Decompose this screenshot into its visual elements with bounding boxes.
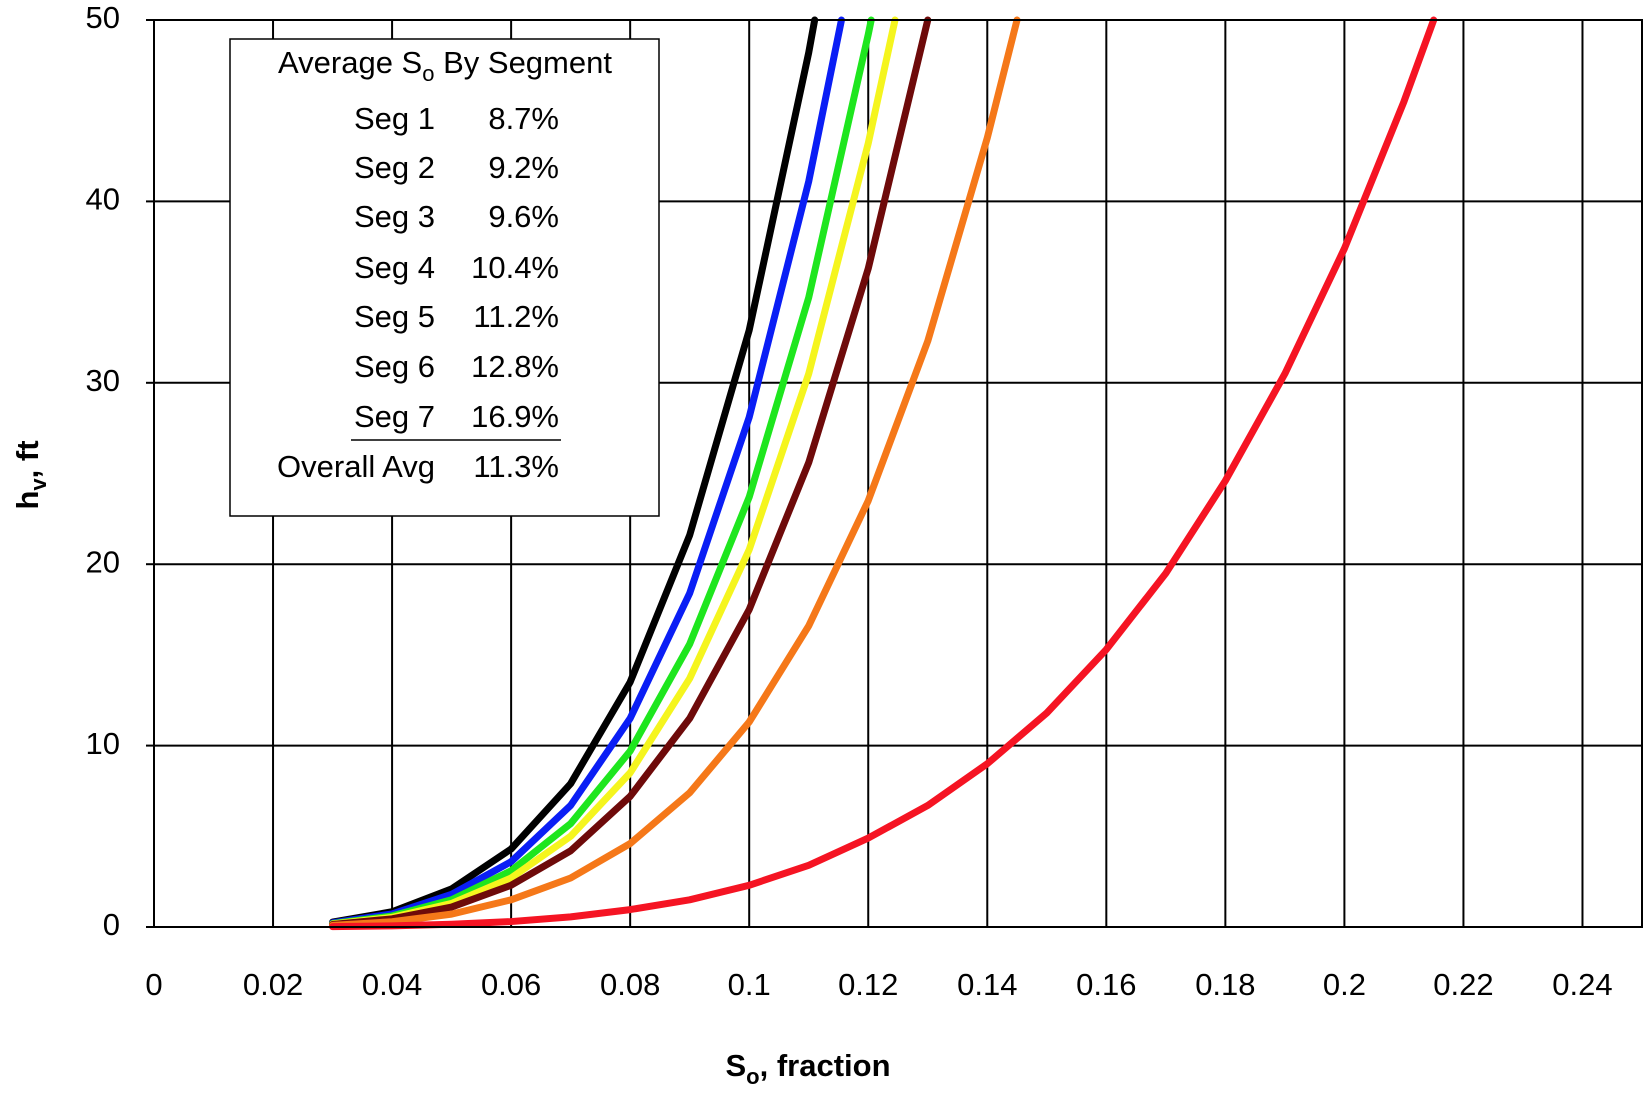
y-axis-title-sub: v	[26, 478, 51, 491]
annotation-title-rest: By Segment	[434, 45, 612, 80]
x-tick-label: 0.24	[1552, 967, 1612, 1002]
y-tick-label: 40	[86, 182, 120, 217]
annotation-title: Average So By Segment	[278, 45, 612, 86]
x-tick-label: 0.12	[838, 967, 898, 1002]
x-tick-label: 0.02	[243, 967, 303, 1002]
x-tick-label: 0.06	[481, 967, 541, 1002]
ticks: 0 0.02 0.04 0.06 0.08 0.1 0.12 0.14 0.16 0.18 0.2 0…	[86, 0, 1613, 1002]
curve	[329, 16, 819, 926]
y-axis-title: hv, ft	[10, 440, 51, 509]
segment-label: Seg 7	[354, 399, 435, 434]
segment-value: 16.9%	[471, 399, 559, 434]
segment-value: 10.4%	[471, 250, 559, 285]
x-tick-label: 0.1	[728, 967, 771, 1002]
segment-label: Seg 5	[354, 299, 435, 334]
overall-value: 11.3%	[473, 449, 559, 484]
segment-label: Seg 4	[354, 250, 435, 285]
curve	[329, 16, 845, 927]
annotation-box-frame	[229, 38, 660, 517]
x-tick-label: 0.04	[362, 967, 422, 1002]
x-axis-title: So, fraction	[725, 1048, 890, 1089]
x-tick-label: 0	[145, 967, 162, 1002]
annotation-title-sub: o	[422, 61, 434, 86]
segment-value: 8.7%	[488, 101, 559, 136]
segment-label: Seg 3	[354, 199, 435, 234]
x-tick-label: 0.16	[1076, 967, 1136, 1002]
y-tick-label: 30	[86, 363, 120, 398]
segment-value: 12.8%	[471, 349, 559, 384]
segment-value: 9.2%	[488, 150, 559, 185]
plot-frame	[153, 19, 1643, 928]
x-axis-title-main: S	[725, 1048, 746, 1083]
segment-label: Seg 1	[354, 101, 435, 136]
segment-label: Seg 2	[354, 150, 435, 185]
x-tick-label: 0.2	[1323, 967, 1366, 1002]
x-tick-label: 0.22	[1433, 967, 1493, 1002]
y-tick-label: 0	[103, 907, 120, 942]
x-axis-title-sub: o	[746, 1064, 759, 1089]
x-tick-label: 0.08	[600, 967, 660, 1002]
x-axis-title-rest: , fraction	[760, 1048, 891, 1083]
segment-label: Seg 6	[354, 349, 435, 384]
y-axis-title-rest: , ft	[10, 440, 45, 478]
y-tick-label: 10	[86, 726, 120, 761]
x-tick-label: 0.18	[1195, 967, 1255, 1002]
segment-value: 11.2%	[473, 299, 559, 334]
curves	[329, 16, 1438, 931]
y-tick-label: 20	[86, 544, 120, 579]
annotation-title-main: Average S	[278, 45, 422, 80]
y-tick-label: 50	[86, 0, 120, 35]
x-tick-label: 0.14	[957, 967, 1017, 1002]
annotation-box: Average So By Segment Seg 1 8.7% Seg 2 9.2%…	[229, 38, 660, 517]
overall-label: Overall Avg	[277, 449, 435, 484]
segment-value: 9.6%	[488, 199, 559, 234]
y-axis-title-main: h	[10, 491, 45, 510]
curve	[329, 16, 932, 928]
curve	[329, 16, 1438, 931]
curve	[329, 16, 1021, 929]
